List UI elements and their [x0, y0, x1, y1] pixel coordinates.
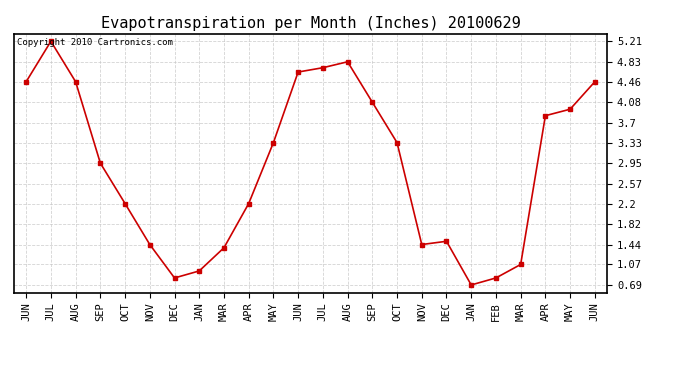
Title: Evapotranspiration per Month (Inches) 20100629: Evapotranspiration per Month (Inches) 20…	[101, 16, 520, 31]
Text: Copyright 2010 Cartronics.com: Copyright 2010 Cartronics.com	[17, 38, 172, 46]
